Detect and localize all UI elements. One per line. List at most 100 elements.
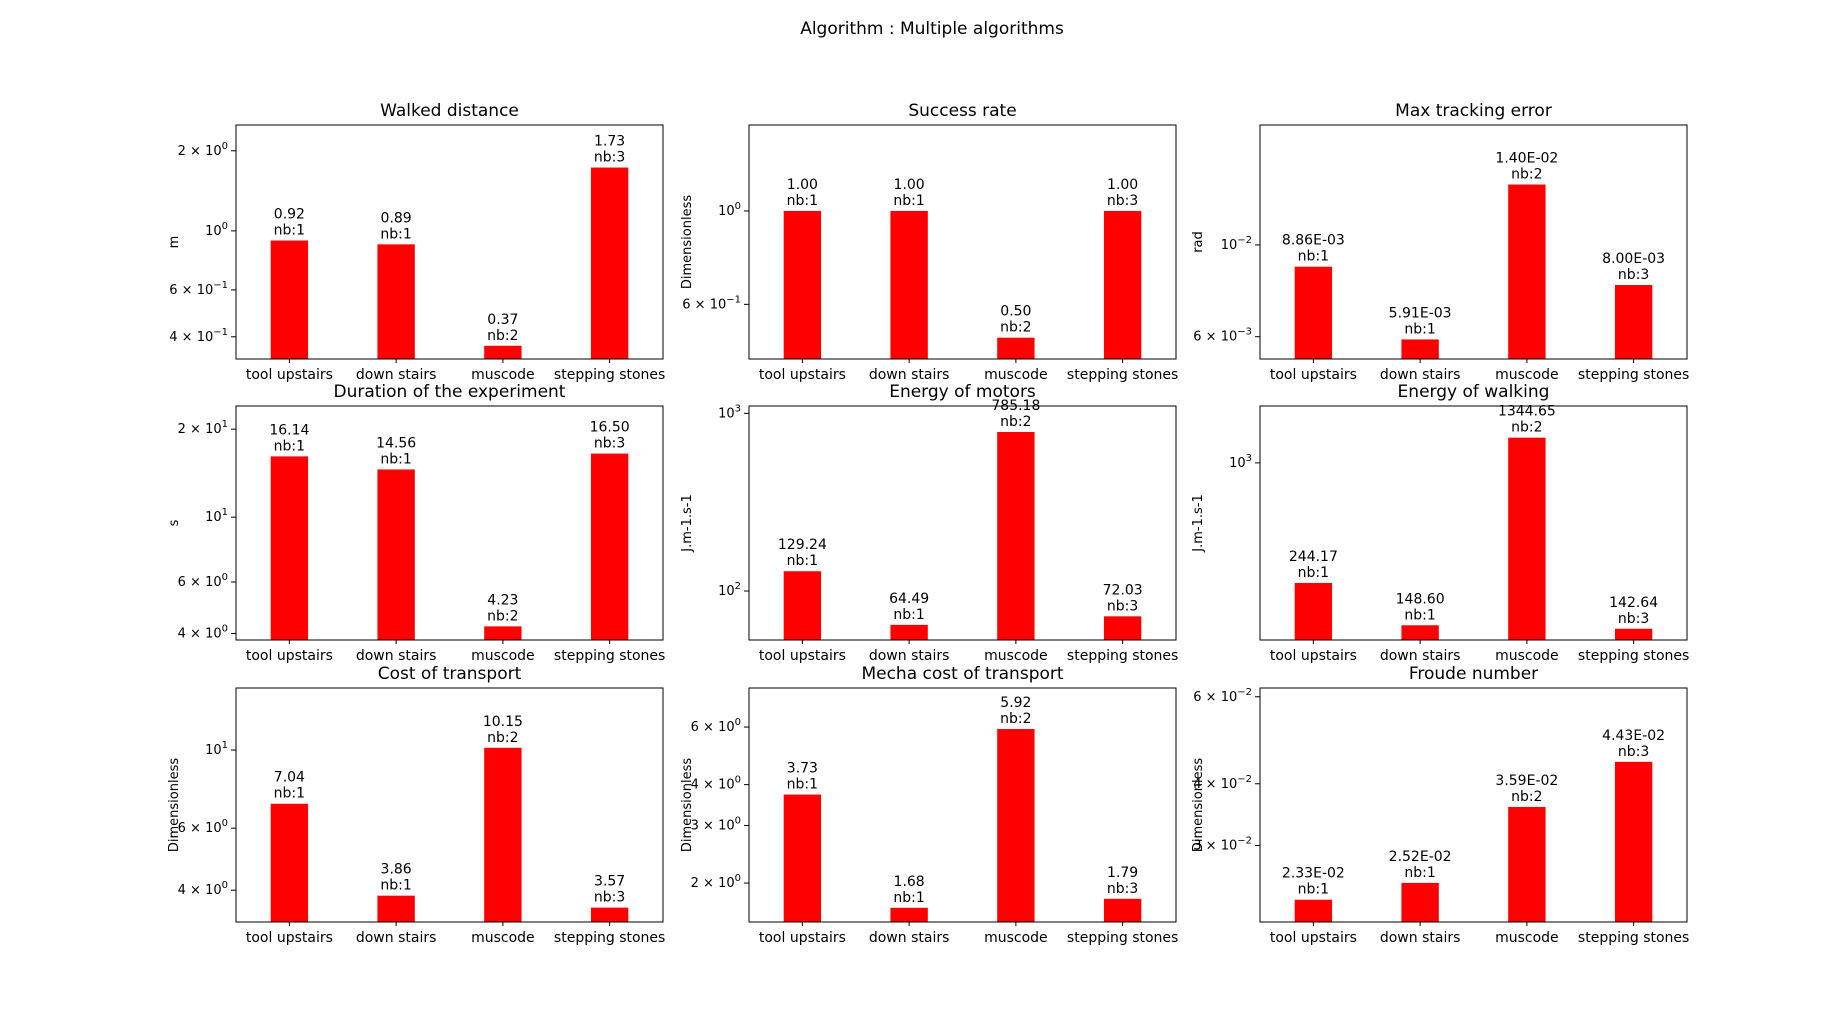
bar-down-stairs <box>1401 882 1439 922</box>
bar-muscode <box>997 337 1035 359</box>
plot-frame <box>235 124 664 360</box>
bar-count-label: nb:3 <box>1107 881 1138 897</box>
y-tick-label: 10−2 <box>1221 235 1252 253</box>
y-axis-label: Dimensionless <box>680 758 695 852</box>
bar-down-stairs <box>377 244 415 359</box>
bar-muscode <box>484 345 522 359</box>
plot-frame <box>748 405 1177 641</box>
bar-count-label: nb:1 <box>1404 607 1435 623</box>
x-tick-label: tool upstairs <box>759 367 846 383</box>
bar-tool-upstairs <box>270 240 309 359</box>
bar-tool-upstairs <box>783 571 822 640</box>
bar-muscode <box>1508 437 1546 640</box>
bar-count-label: nb:1 <box>1404 321 1435 337</box>
bar-count-label: nb:1 <box>380 226 411 242</box>
bar-count-label: nb:1 <box>380 878 411 894</box>
y-tick-label: 6 × 100 <box>178 818 228 836</box>
x-tick-label: tool upstairs <box>1270 930 1357 946</box>
y-tick-label: 2 × 101 <box>178 419 228 437</box>
bar-count-label: nb:3 <box>594 436 625 452</box>
bar-value-label: 0.37 <box>487 312 518 328</box>
bar-count-label: nb:3 <box>594 150 625 166</box>
y-axis-label: Dimensionless <box>167 758 182 852</box>
bar-count-label: nb:2 <box>487 730 518 746</box>
bar-count-label: nb:3 <box>1107 598 1138 614</box>
bar-count-label: nb:3 <box>1107 193 1138 209</box>
subplot-title: Energy of walking <box>1398 382 1550 402</box>
bar-value-label: 5.91E-03 <box>1389 305 1452 321</box>
x-tick-label: muscode <box>471 648 535 664</box>
bar-count-label: nb:1 <box>1404 865 1435 881</box>
x-tick-label: stepping stones <box>1067 930 1178 946</box>
bar-count-label: nb:1 <box>1298 882 1329 898</box>
bar-value-label: 16.50 <box>590 420 630 436</box>
bar-value-label: 14.56 <box>376 435 416 451</box>
subplot-title: Mecha cost of transport <box>861 664 1063 684</box>
subplot-title: Success rate <box>908 101 1016 121</box>
y-tick-label: 101 <box>205 740 228 758</box>
y-axis-label: Dimensionless <box>1191 758 1206 852</box>
x-tick-label: stepping stones <box>1578 930 1689 946</box>
bar-stepping-stones <box>1614 628 1653 640</box>
y-tick-label: 6 × 10−3 <box>1193 327 1252 345</box>
bar-muscode <box>1508 184 1546 359</box>
y-tick-label: 4 × 100 <box>691 775 741 793</box>
bar-count-label: nb:1 <box>1298 565 1329 581</box>
bar-value-label: 5.92 <box>1000 695 1031 711</box>
bar-count-label: nb:2 <box>1000 414 1031 430</box>
plot-frame <box>748 687 1177 923</box>
bar-value-label: 1.79 <box>1107 865 1138 881</box>
x-tick-label: down stairs <box>356 367 437 383</box>
bar-value-label: 16.14 <box>269 422 309 438</box>
y-tick-label: 101 <box>205 507 228 525</box>
x-tick-label: tool upstairs <box>246 930 333 946</box>
bar-value-label: 129.24 <box>778 537 827 553</box>
bar-value-label: 72.03 <box>1103 582 1143 598</box>
y-tick-label: 3 × 10−2 <box>1193 835 1252 853</box>
x-tick-label: tool upstairs <box>246 648 333 664</box>
bar-count-label: nb:2 <box>1000 320 1031 336</box>
bar-stepping-stones <box>590 907 629 922</box>
bar-value-label: 2.52E-02 <box>1389 849 1452 865</box>
bar-value-label: 0.50 <box>1000 304 1031 320</box>
plot-frame <box>1259 124 1688 360</box>
bar-count-label: nb:3 <box>1618 611 1649 627</box>
bar-value-label: 10.15 <box>483 714 523 730</box>
y-axis-label: J.m-1.s-1 <box>1191 494 1206 552</box>
bar-value-label: 244.17 <box>1289 549 1338 565</box>
bar-count-label: nb:1 <box>1298 249 1329 265</box>
y-tick-label: 102 <box>718 581 741 599</box>
y-axis-label: m <box>167 236 182 249</box>
bar-value-label: 2.33E-02 <box>1282 866 1345 882</box>
bar-down-stairs <box>890 624 928 640</box>
bar-value-label: 3.57 <box>594 874 625 890</box>
bar-count-label: nb:2 <box>487 608 518 624</box>
y-tick-label: 6 × 100 <box>178 572 228 590</box>
plot-frame <box>748 124 1177 360</box>
bar-count-label: nb:2 <box>1000 711 1031 727</box>
bar-count-label: nb:2 <box>487 328 518 344</box>
bar-count-label: nb:1 <box>787 193 818 209</box>
x-tick-label: muscode <box>471 930 535 946</box>
bar-muscode <box>997 728 1035 922</box>
bar-tool-upstairs <box>783 794 822 922</box>
y-tick-label: 4 × 100 <box>178 623 228 641</box>
bar-value-label: 142.64 <box>1609 595 1658 611</box>
bar-down-stairs <box>1401 339 1439 359</box>
bar-count-label: nb:3 <box>1618 744 1649 760</box>
bar-down-stairs <box>890 907 928 922</box>
x-tick-label: stepping stones <box>554 930 665 946</box>
plot-frame <box>1259 405 1688 641</box>
bar-value-label: 1.73 <box>594 134 625 150</box>
bar-count-label: nb:1 <box>274 223 305 239</box>
bar-value-label: 0.89 <box>381 210 412 226</box>
x-tick-label: stepping stones <box>554 367 665 383</box>
bar-value-label: 1.00 <box>787 177 818 193</box>
bar-muscode <box>1508 806 1546 922</box>
y-tick-label: 103 <box>1229 453 1252 471</box>
x-tick-label: muscode <box>1495 367 1559 383</box>
